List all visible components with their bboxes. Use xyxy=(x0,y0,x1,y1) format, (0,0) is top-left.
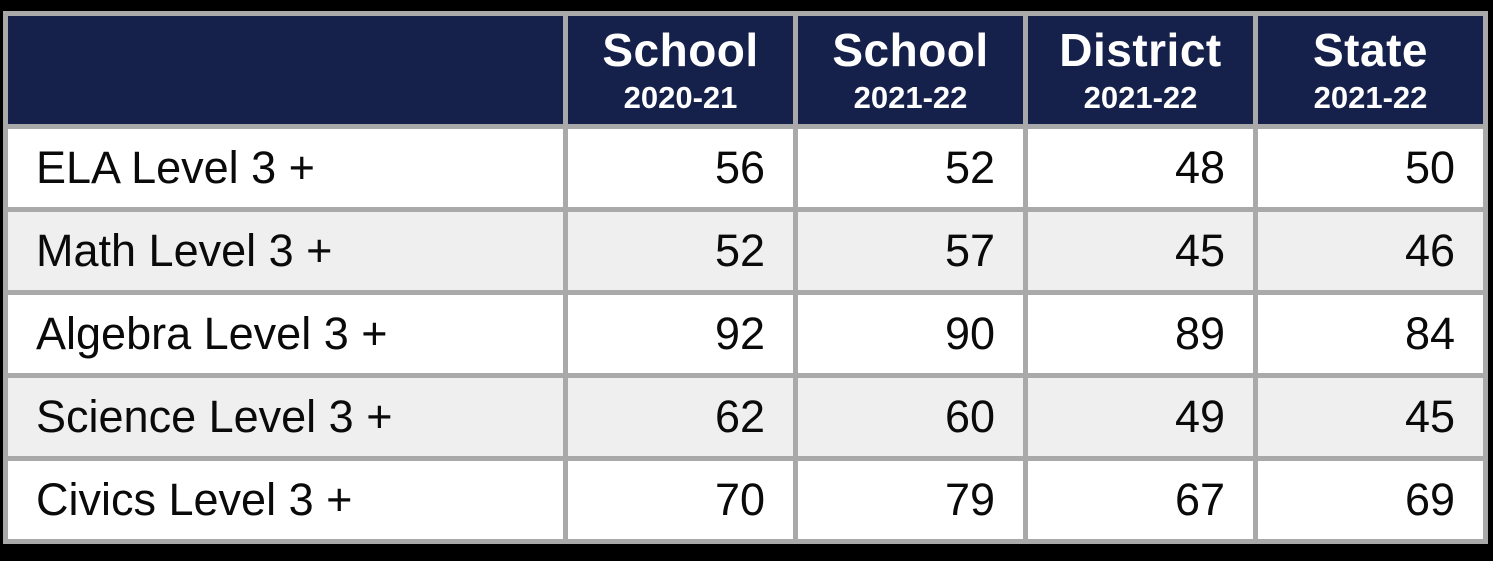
column-header-school-2020-21: School 2020-21 xyxy=(568,16,793,124)
cell-ela-district-2021-22: 48 xyxy=(1028,129,1253,207)
scores-table: School 2020-21 School 2021-22 District 2… xyxy=(3,11,1488,544)
cell-science-school-2021-22: 60 xyxy=(798,378,1023,456)
column-header-title: District xyxy=(1059,24,1222,76)
column-header-title: State xyxy=(1313,24,1428,76)
row-label-algebra: Algebra Level 3 + xyxy=(8,295,563,373)
row-label-ela: ELA Level 3 + xyxy=(8,129,563,207)
cell-math-school-2020-21: 52 xyxy=(568,212,793,290)
cell-math-state-2021-22: 46 xyxy=(1258,212,1483,290)
cell-civics-school-2020-21: 70 xyxy=(568,461,793,539)
cell-algebra-school-2021-22: 90 xyxy=(798,295,1023,373)
cell-math-school-2021-22: 57 xyxy=(798,212,1023,290)
column-header-year: 2020-21 xyxy=(623,80,738,115)
cell-ela-state-2021-22: 50 xyxy=(1258,129,1483,207)
row-label-civics: Civics Level 3 + xyxy=(8,461,563,539)
column-header-title: School xyxy=(832,24,989,76)
cell-civics-school-2021-22: 79 xyxy=(798,461,1023,539)
column-header-title: School xyxy=(602,24,759,76)
cell-science-district-2021-22: 49 xyxy=(1028,378,1253,456)
cell-civics-district-2021-22: 67 xyxy=(1028,461,1253,539)
cell-algebra-state-2021-22: 84 xyxy=(1258,295,1483,373)
row-label-science: Science Level 3 + xyxy=(8,378,563,456)
cell-science-state-2021-22: 45 xyxy=(1258,378,1483,456)
column-header-year: 2021-22 xyxy=(853,80,968,115)
row-label-math: Math Level 3 + xyxy=(8,212,563,290)
cell-algebra-district-2021-22: 89 xyxy=(1028,295,1253,373)
column-header-year: 2021-22 xyxy=(1313,80,1428,115)
cell-science-school-2020-21: 62 xyxy=(568,378,793,456)
column-header-year: 2021-22 xyxy=(1083,80,1198,115)
cell-ela-school-2021-22: 52 xyxy=(798,129,1023,207)
column-header-state-2021-22: State 2021-22 xyxy=(1258,16,1483,124)
column-header-school-2021-22: School 2021-22 xyxy=(798,16,1023,124)
corner-cell xyxy=(8,16,563,124)
cell-math-district-2021-22: 45 xyxy=(1028,212,1253,290)
cell-ela-school-2020-21: 56 xyxy=(568,129,793,207)
cell-civics-state-2021-22: 69 xyxy=(1258,461,1483,539)
column-header-district-2021-22: District 2021-22 xyxy=(1028,16,1253,124)
cell-algebra-school-2020-21: 92 xyxy=(568,295,793,373)
